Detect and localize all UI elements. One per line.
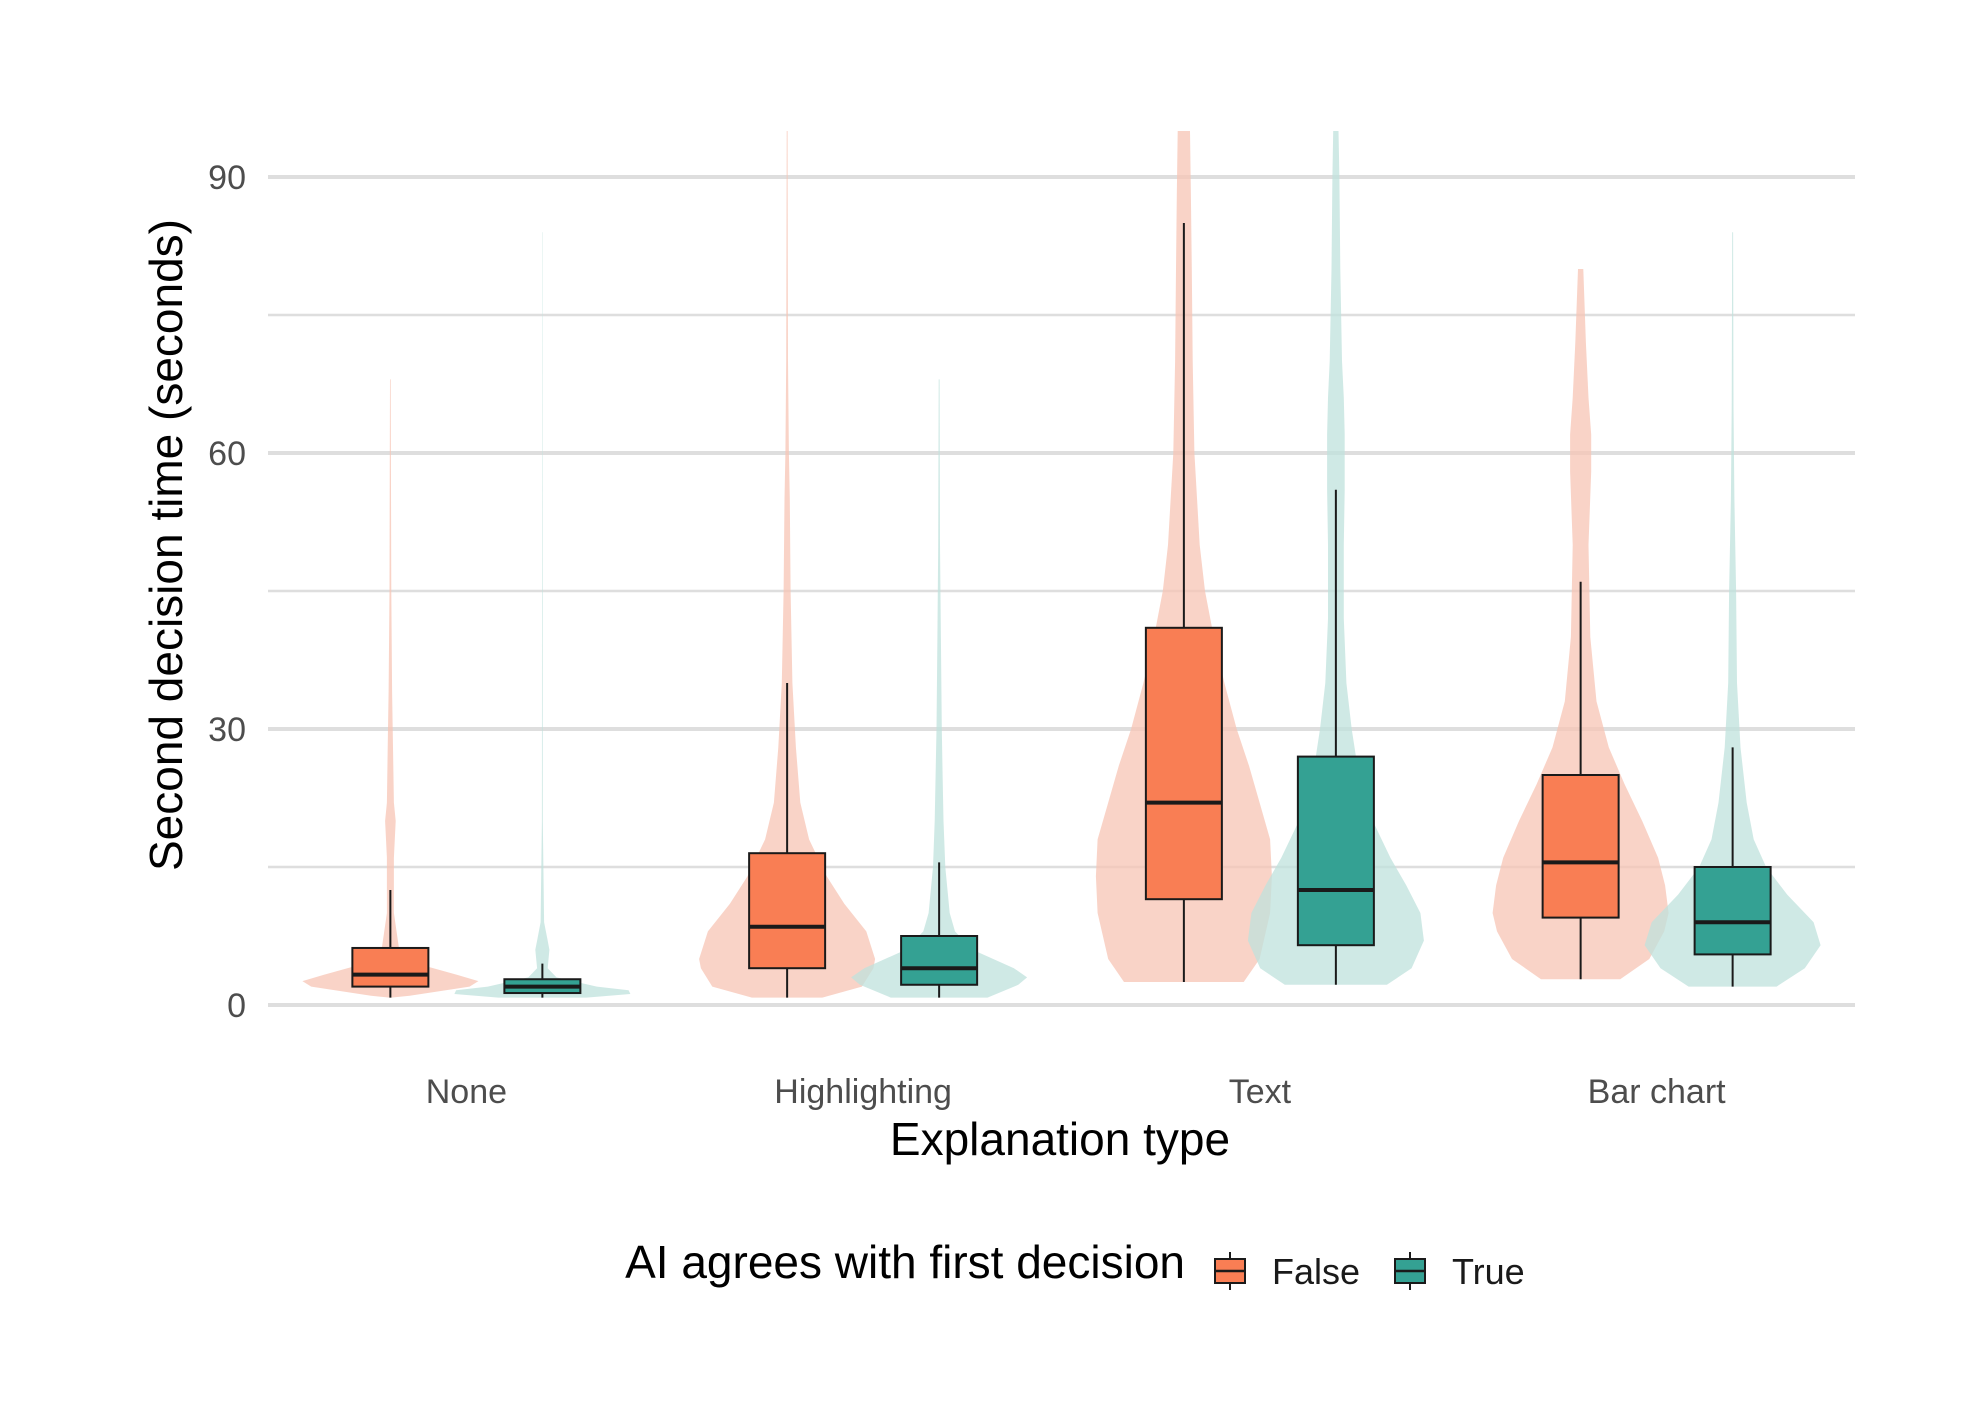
box-false-0	[351, 946, 430, 988]
x-axis-title: Explanation type	[890, 1113, 1230, 1165]
box-false-2	[1144, 626, 1223, 901]
x-tick-label: Text	[1229, 1073, 1292, 1111]
violin-true-0	[454, 232, 631, 998]
x-tick-label: Bar chart	[1588, 1073, 1726, 1111]
legend-key-true: True	[1394, 1251, 1525, 1292]
y-axis-title: Second decision time (seconds)	[140, 219, 192, 871]
legend-keys: False True	[1214, 1251, 1525, 1292]
y-tick-label: 90	[208, 159, 246, 197]
x-tick-labels: None Highlighting Text Bar chart	[426, 1073, 1726, 1111]
violin-true-1	[851, 379, 1028, 998]
legend-label: True	[1452, 1251, 1525, 1292]
y-tick-label: 0	[227, 987, 246, 1025]
box-true-1	[900, 935, 979, 986]
legend-key-false: False	[1214, 1251, 1360, 1292]
box-true-2	[1296, 755, 1375, 947]
box-false-1	[748, 852, 827, 970]
box-false-3	[1541, 774, 1620, 919]
grid-layer	[268, 175, 1855, 1007]
violin-false-1	[699, 131, 876, 998]
legend: AI agrees with first decision False True	[625, 1236, 1525, 1292]
box-true-3	[1693, 866, 1772, 956]
x-tick-label: None	[426, 1073, 507, 1111]
box-layer	[351, 223, 1772, 998]
x-tick-label: Highlighting	[774, 1073, 952, 1111]
y-tick-labels: 0 30 60 90	[208, 159, 246, 1025]
legend-label: False	[1272, 1251, 1360, 1292]
legend-title: AI agrees with first decision	[625, 1236, 1185, 1288]
y-tick-label: 60	[208, 435, 246, 473]
violin-true-3	[1644, 232, 1821, 987]
violin-false-0	[302, 379, 479, 998]
y-tick-label: 30	[208, 711, 246, 749]
